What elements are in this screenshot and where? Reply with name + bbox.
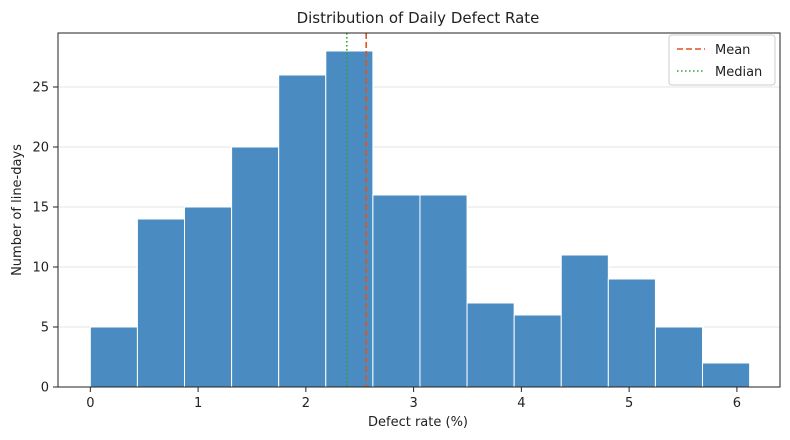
histogram-bar	[325, 50, 374, 388]
x-tick-label: 2	[302, 396, 310, 411]
x-tick-label: 0	[86, 396, 94, 411]
x-tick-label: 6	[733, 396, 741, 411]
legend-mean-label: Mean	[715, 43, 750, 58]
y-axis-ticks: 0 5 10 15 20 25	[32, 81, 58, 396]
histogram-bar	[231, 146, 280, 388]
histogram-bar	[654, 326, 704, 388]
y-tick-label: 0	[41, 381, 49, 396]
histogram-bar	[184, 206, 233, 388]
legend-box	[668, 34, 776, 86]
histogram-bar	[702, 362, 751, 388]
histogram-bar	[372, 194, 421, 388]
histogram-bar	[419, 194, 468, 388]
x-tick-label: 4	[517, 396, 525, 411]
histogram-bar	[466, 302, 515, 388]
legend: Mean Median	[668, 34, 776, 86]
histogram-bar	[513, 314, 562, 388]
y-tick-label: 25	[32, 81, 49, 96]
x-axis-ticks: 0 1 2 3 4 5 6	[86, 387, 741, 411]
y-tick-label: 20	[32, 141, 49, 156]
y-axis-label: Number of line-days	[10, 144, 25, 276]
plot-frame	[57, 32, 781, 388]
x-tick-label: 1	[194, 396, 202, 411]
x-axis-label: Defect rate (%)	[368, 415, 468, 430]
histogram-bar	[136, 218, 186, 388]
histogram-bar	[607, 278, 656, 388]
histogram-bars	[89, 50, 751, 388]
reference-lines	[345, 33, 367, 387]
chart-title: Distribution of Daily Defect Rate	[297, 9, 540, 27]
y-tick-label: 10	[32, 261, 49, 276]
x-tick-label: 5	[625, 396, 633, 411]
x-tick-label: 3	[409, 396, 417, 411]
histogram-bar	[278, 74, 327, 388]
legend-median-label: Median	[715, 65, 762, 80]
y-tick-label: 5	[41, 321, 49, 336]
histogram-bar	[89, 326, 138, 388]
histogram-bar	[560, 254, 609, 388]
y-tick-label: 15	[32, 201, 49, 216]
